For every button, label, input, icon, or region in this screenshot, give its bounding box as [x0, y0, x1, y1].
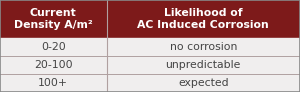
Bar	[0, 0, 106, 38]
Bar	[0, 56, 300, 74]
Text: 0-20: 0-20	[41, 42, 66, 52]
Text: unpredictable: unpredictable	[166, 60, 241, 70]
Text: 20-100: 20-100	[34, 60, 73, 70]
Text: Likelihood of
AC Induced Corrosion: Likelihood of AC Induced Corrosion	[137, 8, 269, 30]
Bar	[0, 38, 300, 56]
Text: Current
Density A/m²: Current Density A/m²	[14, 8, 93, 30]
Text: no corrosion: no corrosion	[169, 42, 237, 52]
Bar	[106, 0, 300, 38]
Bar	[0, 74, 300, 92]
Text: 100+: 100+	[38, 78, 68, 88]
Text: expected: expected	[178, 78, 229, 88]
